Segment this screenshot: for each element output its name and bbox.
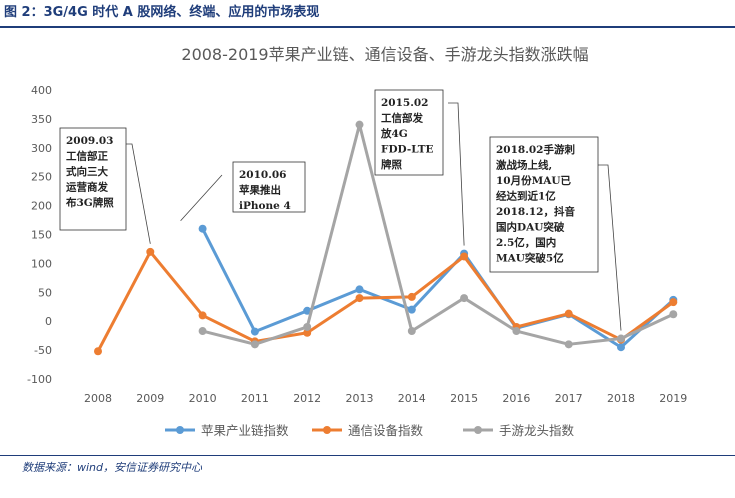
data-point-2: [407, 292, 416, 301]
annotation-text: 2015.02: [381, 97, 429, 109]
data-point-2: [564, 309, 573, 318]
annotation-text: 苹果推出: [239, 184, 281, 197]
data-point-1: [617, 343, 625, 352]
annotation-leader: [180, 174, 223, 221]
annotation-text: 经达到近1亿: [496, 190, 556, 203]
annotation-leader: [448, 102, 465, 246]
data-point-3: [407, 327, 416, 336]
y-tick-label: 0: [45, 315, 52, 328]
legend-label-3: 手游龙头指数: [499, 423, 575, 438]
data-point-3: [303, 322, 312, 331]
data-point-3: [512, 327, 521, 336]
y-tick-label: 250: [31, 171, 52, 184]
figure-caption: 图 2：3G/4G 时代 A 股网络、终端、应用的市场表现: [4, 5, 320, 20]
y-tick-label: 300: [31, 142, 52, 155]
x-tick-label: 2013: [346, 392, 374, 405]
annotation-text: 2018.12，抖音: [496, 205, 575, 218]
data-point-2: [303, 328, 312, 337]
annotation-text: 牌照: [381, 158, 402, 171]
annotation-text: iPhone 4: [239, 200, 291, 212]
annotation-text: 2018.02手游刺: [496, 143, 575, 156]
x-tick-label: 2014: [398, 392, 426, 405]
data-point-1: [303, 306, 312, 315]
data-point-3: [617, 334, 625, 343]
x-tick-label: 2011: [241, 392, 269, 405]
annotation-box: [232, 161, 306, 213]
legend-marker-3: [474, 426, 482, 434]
annotation-leader: [598, 164, 622, 331]
x-tick-label: 2009: [136, 392, 164, 405]
data-point-1: [250, 327, 259, 336]
annotation-text: 工信部发: [381, 112, 423, 125]
data-point-3: [460, 294, 469, 303]
x-tick-label: 2015: [450, 392, 478, 405]
annotation-text: 10月份MAU已: [496, 174, 572, 187]
annotation-text: 国内DAU突破: [496, 221, 565, 234]
x-tick-label: 2016: [502, 392, 530, 405]
x-tick-label: 2008: [84, 392, 112, 405]
x-tick-label: 2018: [607, 392, 635, 405]
legend-marker-1: [176, 426, 184, 434]
annotation-text: 2009.03: [66, 135, 114, 147]
data-point-3: [669, 310, 678, 319]
legend-label-1: 苹果产业链指数: [201, 423, 289, 438]
series-line-1: [201, 227, 675, 349]
y-tick-label: 200: [31, 200, 52, 213]
annotation-text: 放4G: [380, 127, 408, 140]
annotation-box: [489, 136, 599, 273]
y-tick-label: 100: [31, 257, 52, 270]
chart: 2008-2019苹果产业链、通信设备、手游龙头指数涨跌幅 -100 -50 0 50…: [27, 45, 687, 438]
annotation-text: FDD-LTE: [381, 144, 434, 156]
chart-title: 2008-2019苹果产业链、通信设备、手游龙头指数涨跌幅: [181, 45, 588, 64]
y-tick-label: 150: [31, 229, 52, 242]
y-tick-label: 50: [38, 286, 52, 299]
data-point-1: [407, 305, 416, 314]
legend-label-2: 通信设备指数: [348, 423, 424, 438]
data-point-2: [355, 294, 364, 303]
x-tick-label: 2012: [293, 392, 321, 405]
data-point-2: [460, 252, 469, 261]
annotation-text: 式向三大: [66, 165, 108, 178]
annotation-text: 运营商发: [66, 181, 108, 194]
data-point-3: [355, 120, 364, 129]
y-tick-label: 400: [31, 84, 52, 97]
data-point-2: [94, 347, 102, 356]
annotation-text: 2.5亿，国内: [496, 236, 556, 249]
x-tick-label: 2019: [659, 392, 687, 405]
annotation-text: MAU突破5亿: [496, 252, 564, 265]
y-tick-label: 350: [31, 113, 52, 126]
data-point-3: [198, 327, 207, 336]
data-point-1: [355, 285, 364, 294]
x-tick-label: 2017: [555, 392, 583, 405]
y-tick-label: -50: [34, 344, 52, 357]
annotation-text: 激战场上线,: [496, 159, 552, 172]
annotation-text: 工信部正: [66, 150, 108, 163]
x-tick-label: 2010: [189, 392, 217, 405]
source-divider: [0, 455, 735, 456]
y-tick-label: -100: [27, 373, 52, 386]
annotation-box: [59, 127, 127, 231]
data-point-2: [198, 311, 207, 320]
series-line-3: [201, 123, 675, 346]
caption-divider: [0, 26, 735, 28]
data-point-2: [669, 298, 678, 307]
data-point-3: [250, 340, 259, 349]
legend-marker-2: [323, 426, 331, 434]
annotation-box: [374, 89, 444, 176]
source-note: 数据来源：wind，安信证券研究中心: [22, 461, 203, 474]
data-point-3: [564, 340, 573, 349]
series-line-2: [96, 250, 675, 353]
data-point-2: [146, 247, 155, 256]
data-point-1: [198, 224, 207, 233]
annotation-text: 2010.06: [239, 169, 287, 181]
annotation-text: 布3G牌照: [66, 196, 114, 209]
